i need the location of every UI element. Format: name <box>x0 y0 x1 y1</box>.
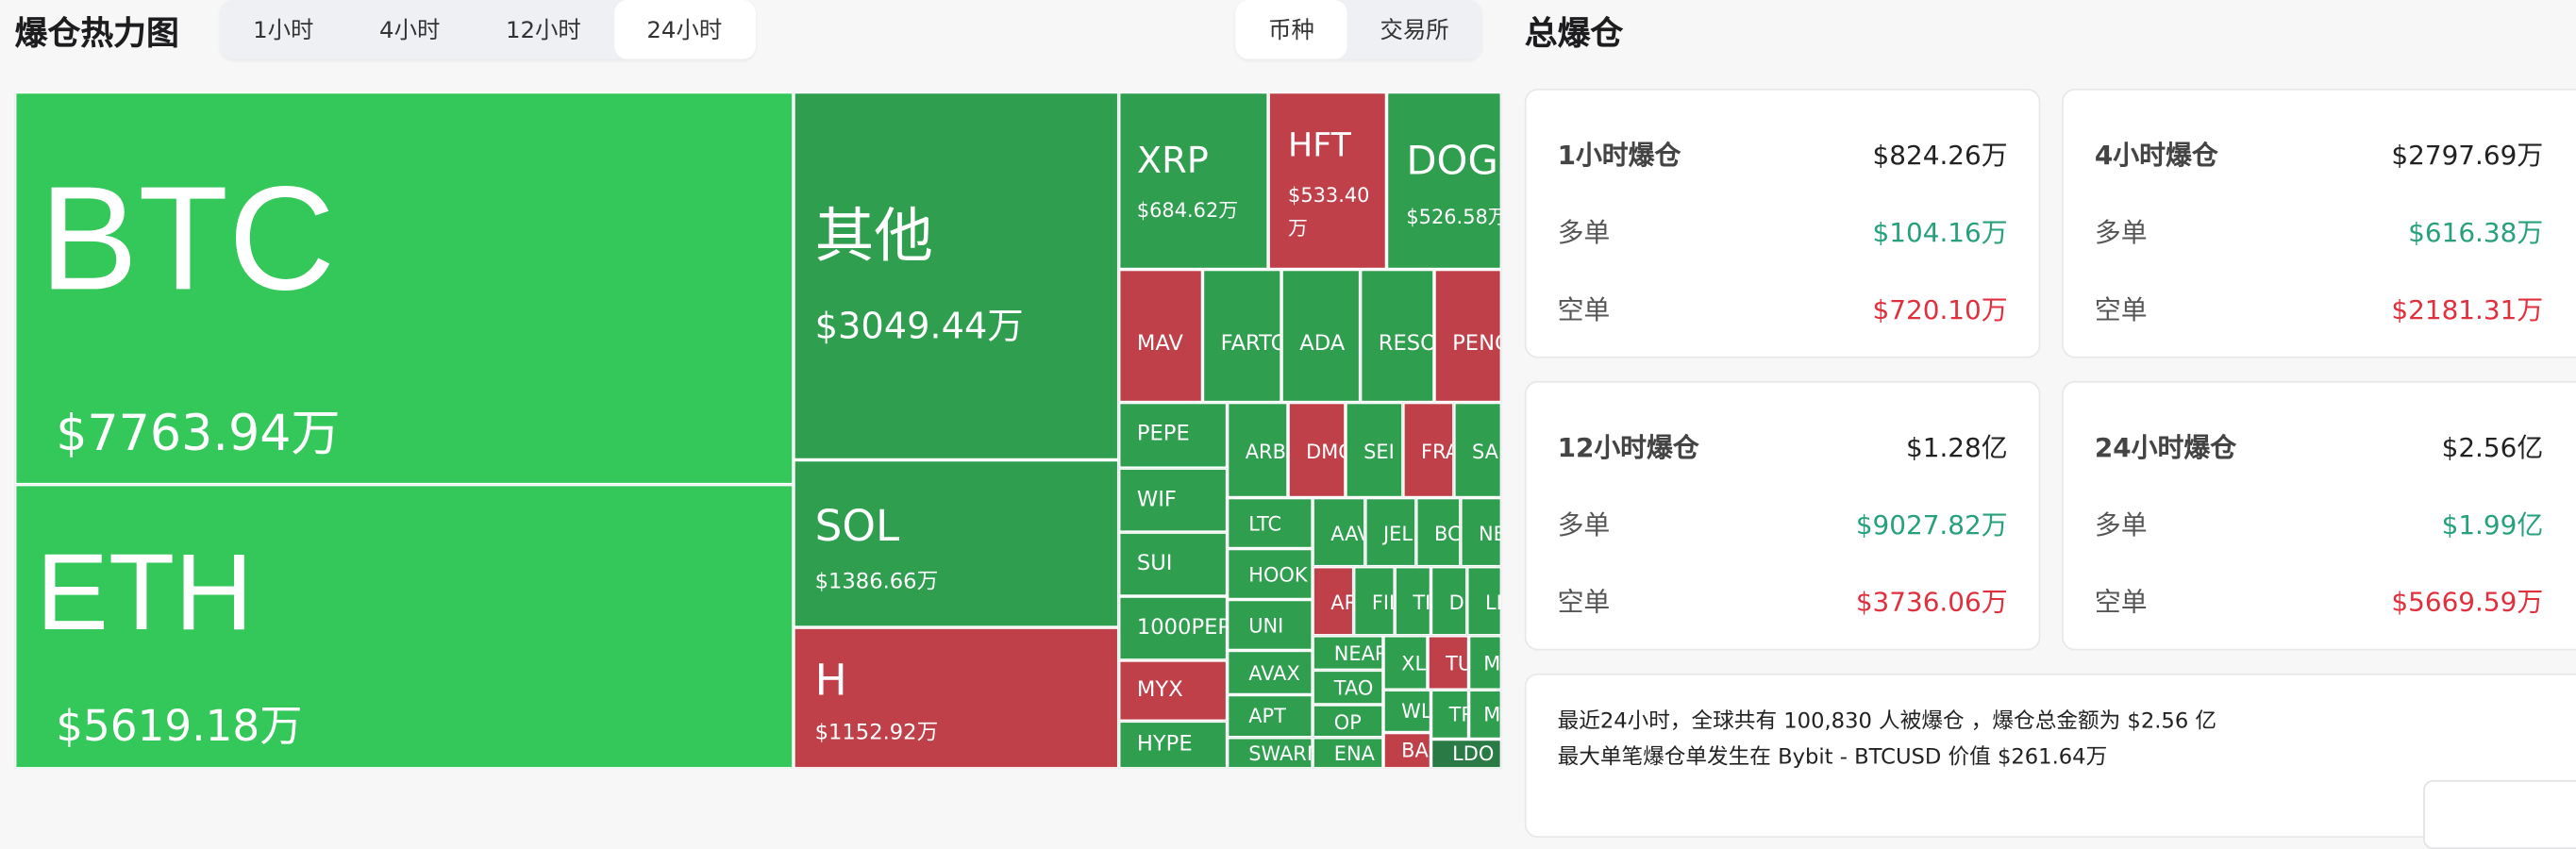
long-value: $104.16万 <box>1872 216 2008 248</box>
long-label: 多单 <box>1557 508 1611 541</box>
tile-small[interactable]: AVAX <box>1227 650 1313 695</box>
summary-line-2: 最大单笔爆仓单发生在 Bybit - BTCUSD 价值 $261.64万 <box>1557 745 2108 771</box>
short-label: 空单 <box>1557 586 1611 618</box>
short-value: $3736.06万 <box>1855 586 2008 618</box>
tile-small[interactable]: APT <box>1227 694 1313 738</box>
card-label: 1小时爆仓 <box>1557 139 1681 172</box>
tile-small[interactable]: SUI <box>1118 532 1228 597</box>
card-label: 12小时爆仓 <box>1557 431 1699 463</box>
tile-small[interactable]: MYX <box>1118 659 1228 722</box>
short-value: $5669.59万 <box>2391 586 2544 618</box>
tile-doge[interactable]: DOGE $526.58万 <box>1386 92 1502 270</box>
long-label: 多单 <box>2094 216 2148 248</box>
card-total: $824.26万 <box>1872 139 2008 172</box>
short-label: 空单 <box>2094 293 2148 325</box>
tile-small[interactable]: PENGU <box>1433 269 1502 403</box>
tile-small[interactable]: TRX <box>1430 690 1469 740</box>
tile-btc[interactable]: BTC $7763.94万 <box>14 92 794 485</box>
card-total: $1.28亿 <box>1906 431 2008 463</box>
tile-small[interactable]: JELLY <box>1364 497 1416 567</box>
tile-small[interactable]: UNI <box>1227 599 1313 651</box>
tile-small[interactable]: TIA <box>1395 566 1431 636</box>
tile-xrp[interactable]: XRP $684.62万 <box>1118 92 1269 270</box>
heatmap-title: 爆仓热力图 <box>14 12 179 53</box>
tile-small[interactable]: MKR <box>1468 690 1502 740</box>
tile-small[interactable]: SAND <box>1453 402 1502 498</box>
long-label: 多单 <box>1557 216 1611 248</box>
summary-card: 最近24小时，全球共有 100,830 人被爆仓 ，爆仓总金额为 $2.56 亿… <box>1524 673 2576 849</box>
tile-small[interactable]: SEI <box>1345 402 1403 498</box>
tile-small[interactable]: BCH <box>1415 497 1461 567</box>
tile-small[interactable]: HOOK <box>1227 548 1313 600</box>
tile-small[interactable]: HYPE <box>1118 721 1228 769</box>
floating-widget[interactable] <box>2423 780 2576 849</box>
tile-small[interactable]: 1000PEPE <box>1118 596 1228 660</box>
tile-small[interactable]: ENA <box>1313 737 1384 769</box>
tile-small[interactable]: BABY <box>1383 732 1431 769</box>
tab-12h[interactable]: 12小时 <box>505 18 581 45</box>
tile-small[interactable]: MAV <box>1118 269 1203 403</box>
short-value: $2181.31万 <box>2391 293 2544 325</box>
tile-small[interactable]: NEIRO <box>1460 497 1502 567</box>
card-total: $2.56亿 <box>2441 431 2544 463</box>
card-1h: 1小时爆仓 $824.26万 多单 $104.16万 空单 $720.10万 <box>1524 89 2041 358</box>
tile-small[interactable]: FRAG <box>1402 402 1454 498</box>
short-label: 空单 <box>1557 293 1611 325</box>
tile-other[interactable]: 其他 $3049.44万 <box>793 92 1119 460</box>
tile-small[interactable]: WLD <box>1383 690 1431 733</box>
tile-small[interactable]: FARTCOIN <box>1202 269 1282 403</box>
long-value: $9027.82万 <box>1855 508 2008 541</box>
tile-small[interactable]: DOT <box>1430 566 1467 636</box>
tile-small[interactable]: AAVE <box>1313 497 1365 567</box>
tab-coin[interactable]: 币种 <box>1235 0 1347 59</box>
long-value: $616.38万 <box>2408 216 2544 248</box>
tile-sol[interactable]: SOL $1386.66万 <box>793 459 1119 628</box>
tile-small[interactable]: DMC <box>1288 402 1346 498</box>
group-by-tabs: 币种 交易所 <box>1235 0 1482 59</box>
tile-small[interactable]: FIL <box>1353 566 1396 636</box>
tile-h[interactable]: H $1152.92万 <box>793 627 1119 769</box>
tab-exchange[interactable]: 交易所 <box>1380 18 1449 45</box>
tile-small[interactable]: TURBO <box>1428 635 1469 691</box>
tab-1h[interactable]: 1小时 <box>253 18 314 45</box>
tile-small[interactable]: SWARMS <box>1227 737 1313 769</box>
tile-small[interactable]: MEW <box>1468 635 1502 691</box>
tile-small[interactable]: ARB2 <box>1313 566 1354 636</box>
card-label: 24小时爆仓 <box>2094 431 2237 463</box>
tile-small[interactable]: RESOLV <box>1360 269 1434 403</box>
tile-small[interactable]: TAO <box>1313 670 1384 705</box>
tile-small[interactable]: LDO <box>1430 739 1502 769</box>
tile-small[interactable]: PEPE <box>1118 402 1228 469</box>
long-label: 多单 <box>2094 508 2148 541</box>
tile-small[interactable]: NEAR <box>1313 635 1384 671</box>
liquidation-treemap: BTC $7763.94万 ETH $5619.18万 其他 $3049.44万… <box>14 92 1502 769</box>
short-label: 空单 <box>2094 586 2148 618</box>
tab-4h[interactable]: 4小时 <box>379 18 441 45</box>
card-total: $2797.69万 <box>2391 139 2544 172</box>
card-24h: 24小时爆仓 $2.56亿 多单 $1.99亿 空单 $5669.59万 <box>2062 380 2576 651</box>
tile-small[interactable]: LINK <box>1466 566 1502 636</box>
tile-small[interactable]: XLM <box>1383 635 1429 691</box>
tile-small[interactable]: ADA <box>1281 269 1361 403</box>
long-value: $1.99亿 <box>2441 508 2544 541</box>
summary-line-1: 最近24小时，全球共有 100,830 人被爆仓 ，爆仓总金额为 $2.56 亿 <box>1557 709 2217 735</box>
tile-eth[interactable]: ETH $5619.18万 <box>14 484 794 769</box>
tile-small[interactable]: OP <box>1313 704 1384 738</box>
tile-hft[interactable]: HFT $533.40万 <box>1268 92 1387 270</box>
card-12h: 12小时爆仓 $1.28亿 多单 $9027.82万 空单 $3736.06万 <box>1524 380 2041 651</box>
card-label: 4小时爆仓 <box>2094 139 2218 172</box>
card-4h: 4小时爆仓 $2797.69万 多单 $616.38万 空单 $2181.31万 <box>2062 89 2576 358</box>
short-value: $720.10万 <box>1872 293 2008 325</box>
tile-small[interactable]: LTC <box>1227 497 1313 549</box>
time-range-tabs: 1小时 4小时 12小时 24小时 <box>220 0 756 59</box>
tab-24h[interactable]: 24小时 <box>613 0 756 59</box>
tile-small[interactable]: ARB <box>1227 402 1289 498</box>
tile-small[interactable]: WIF <box>1118 468 1228 533</box>
total-liquidation-title: 总爆仓 <box>1524 12 1624 53</box>
